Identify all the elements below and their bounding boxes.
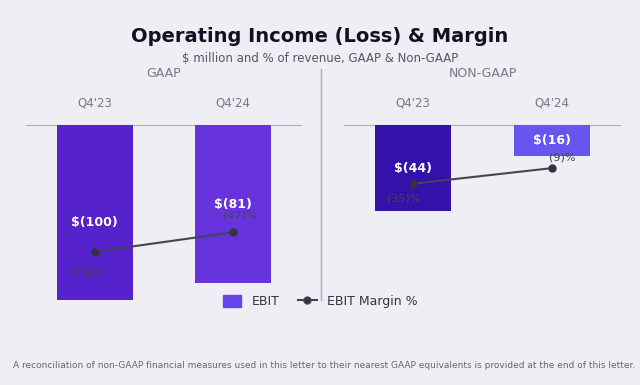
Bar	[513, 126, 589, 156]
Text: NON-GAAP: NON-GAAP	[448, 67, 516, 80]
Text: $(44): $(44)	[394, 162, 432, 175]
Text: (79)%: (79)%	[71, 267, 105, 277]
Text: $(100): $(100)	[72, 216, 118, 229]
Bar	[375, 126, 451, 211]
Text: Q4'24: Q4'24	[216, 97, 251, 110]
Text: A reconciliation of non-GAAP financial measures used in this letter to their nea: A reconciliation of non-GAAP financial m…	[13, 361, 635, 370]
Text: $ million and % of revenue, GAAP & Non-GAAP: $ million and % of revenue, GAAP & Non-G…	[182, 52, 458, 65]
Text: (47)%: (47)%	[223, 211, 257, 221]
Text: Q4'23: Q4'23	[396, 97, 431, 110]
Text: Q4'24: Q4'24	[534, 97, 569, 110]
Bar	[57, 126, 133, 320]
Text: (35)%: (35)%	[387, 193, 420, 203]
Text: Q4'23: Q4'23	[77, 97, 112, 110]
Legend: EBIT, EBIT Margin %: EBIT, EBIT Margin %	[218, 290, 422, 313]
Text: Operating Income (Loss) & Margin: Operating Income (Loss) & Margin	[131, 27, 509, 46]
Text: $(16): $(16)	[532, 134, 570, 147]
Text: (9)%: (9)%	[549, 152, 576, 162]
Text: $(81): $(81)	[214, 198, 252, 211]
Text: GAAP: GAAP	[147, 67, 181, 80]
Bar	[195, 126, 271, 283]
